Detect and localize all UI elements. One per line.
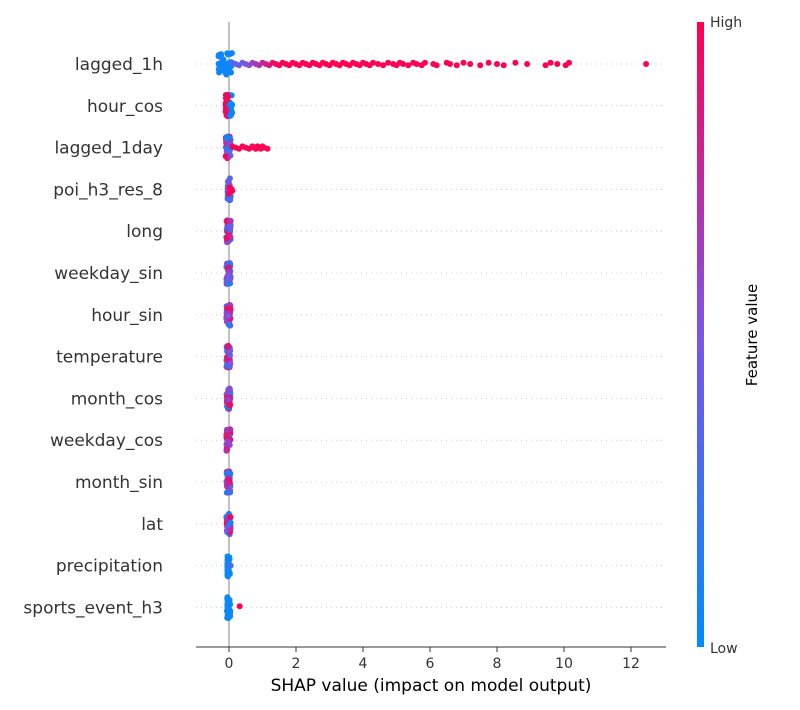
data-point — [216, 65, 223, 72]
data-point — [227, 562, 234, 569]
feature-label: hour_sin — [91, 306, 163, 326]
data-point — [228, 111, 235, 118]
data-point — [500, 62, 507, 69]
data-point — [225, 280, 232, 287]
feature-label: weekday_sin — [54, 264, 163, 284]
data-point — [554, 61, 561, 67]
data-point — [224, 597, 231, 604]
data-point — [225, 438, 232, 445]
data-point — [542, 62, 549, 69]
x-tick-label: 6 — [426, 656, 435, 672]
data-point — [224, 344, 231, 351]
x-axis: 0 2 4 6 8 10 12 SHAP value (impact on model ou… — [196, 646, 666, 696]
data-point — [229, 187, 236, 194]
data-point — [227, 489, 234, 496]
data-point — [433, 62, 440, 69]
data-point — [460, 59, 467, 66]
colorbar-high-label: High — [710, 15, 742, 31]
data-point — [222, 153, 229, 160]
data-point — [477, 62, 484, 69]
data-point — [223, 235, 230, 242]
data-point — [467, 61, 474, 67]
data-point — [224, 50, 231, 57]
data-point — [370, 59, 377, 66]
feature-label: sports_event_h3 — [23, 598, 163, 618]
colorbar: High Low Feature value — [697, 15, 761, 657]
data-point — [225, 396, 232, 403]
data-point — [225, 480, 232, 487]
data-point — [512, 59, 519, 66]
data-point — [524, 61, 531, 67]
feature-label: precipitation — [56, 557, 163, 577]
data-point — [264, 145, 271, 152]
x-ticks: 0 2 4 6 8 10 12 — [225, 647, 640, 672]
data-point — [485, 59, 492, 66]
data-point — [226, 610, 233, 617]
data-point — [227, 519, 234, 526]
data-point — [385, 59, 392, 66]
data-point — [380, 62, 387, 69]
row-guides — [196, 63, 666, 608]
data-point — [229, 101, 236, 108]
x-tick-label: 12 — [622, 656, 640, 672]
x-tick-label: 0 — [225, 656, 234, 672]
feature-label: hour_cos — [87, 97, 163, 117]
data-point — [447, 61, 454, 67]
data-point — [224, 96, 231, 103]
data-point — [566, 59, 573, 66]
feature-label: weekday_cos — [50, 431, 163, 451]
data-point — [217, 60, 224, 67]
data-point — [227, 218, 234, 225]
data-point — [453, 62, 460, 69]
feature-labels: lagged_1h hour_cos lagged_1day poi_h3_res_8… — [23, 55, 163, 618]
data-point — [400, 61, 407, 67]
data-point — [405, 62, 412, 69]
data-point — [643, 61, 650, 67]
data-point — [421, 59, 428, 66]
data-point — [225, 556, 232, 563]
x-axis-title: SHAP value (impact on model output) — [271, 676, 592, 696]
feature-label: lagged_1h — [75, 55, 163, 75]
colorbar-gradient — [697, 22, 704, 647]
data-point — [226, 197, 233, 204]
data-point — [227, 426, 234, 433]
data-points — [215, 50, 650, 622]
data-point — [225, 264, 232, 271]
data-point — [225, 271, 232, 278]
data-point — [222, 108, 229, 115]
x-tick-label: 10 — [555, 656, 573, 672]
x-tick-label: 2 — [292, 656, 301, 672]
data-point — [236, 603, 243, 610]
data-point — [226, 402, 233, 409]
colorbar-title: Feature value — [743, 284, 761, 386]
feature-label: month_cos — [71, 389, 163, 409]
data-point — [221, 67, 228, 74]
data-point — [223, 446, 230, 453]
data-point — [227, 152, 234, 159]
feature-label: month_sin — [75, 473, 163, 493]
feature-label: lagged_1day — [54, 139, 163, 159]
feature-label: temperature — [56, 348, 163, 368]
data-point — [375, 61, 382, 67]
data-point — [227, 513, 234, 520]
feature-label: long — [126, 222, 163, 242]
feature-label: lat — [141, 515, 163, 535]
data-point — [217, 52, 224, 59]
x-tick-label: 8 — [493, 656, 502, 672]
data-point — [227, 360, 234, 367]
colorbar-low-label: Low — [710, 641, 738, 657]
data-point — [494, 61, 500, 67]
data-point — [547, 59, 554, 66]
data-point — [413, 61, 420, 67]
x-tick-label: 4 — [359, 656, 368, 672]
feature-label: poi_h3_res_8 — [53, 180, 163, 200]
data-point — [227, 305, 234, 312]
data-point — [224, 133, 231, 140]
data-point — [227, 227, 233, 233]
data-point — [227, 352, 233, 359]
data-point — [224, 91, 231, 98]
data-point — [225, 313, 232, 319]
